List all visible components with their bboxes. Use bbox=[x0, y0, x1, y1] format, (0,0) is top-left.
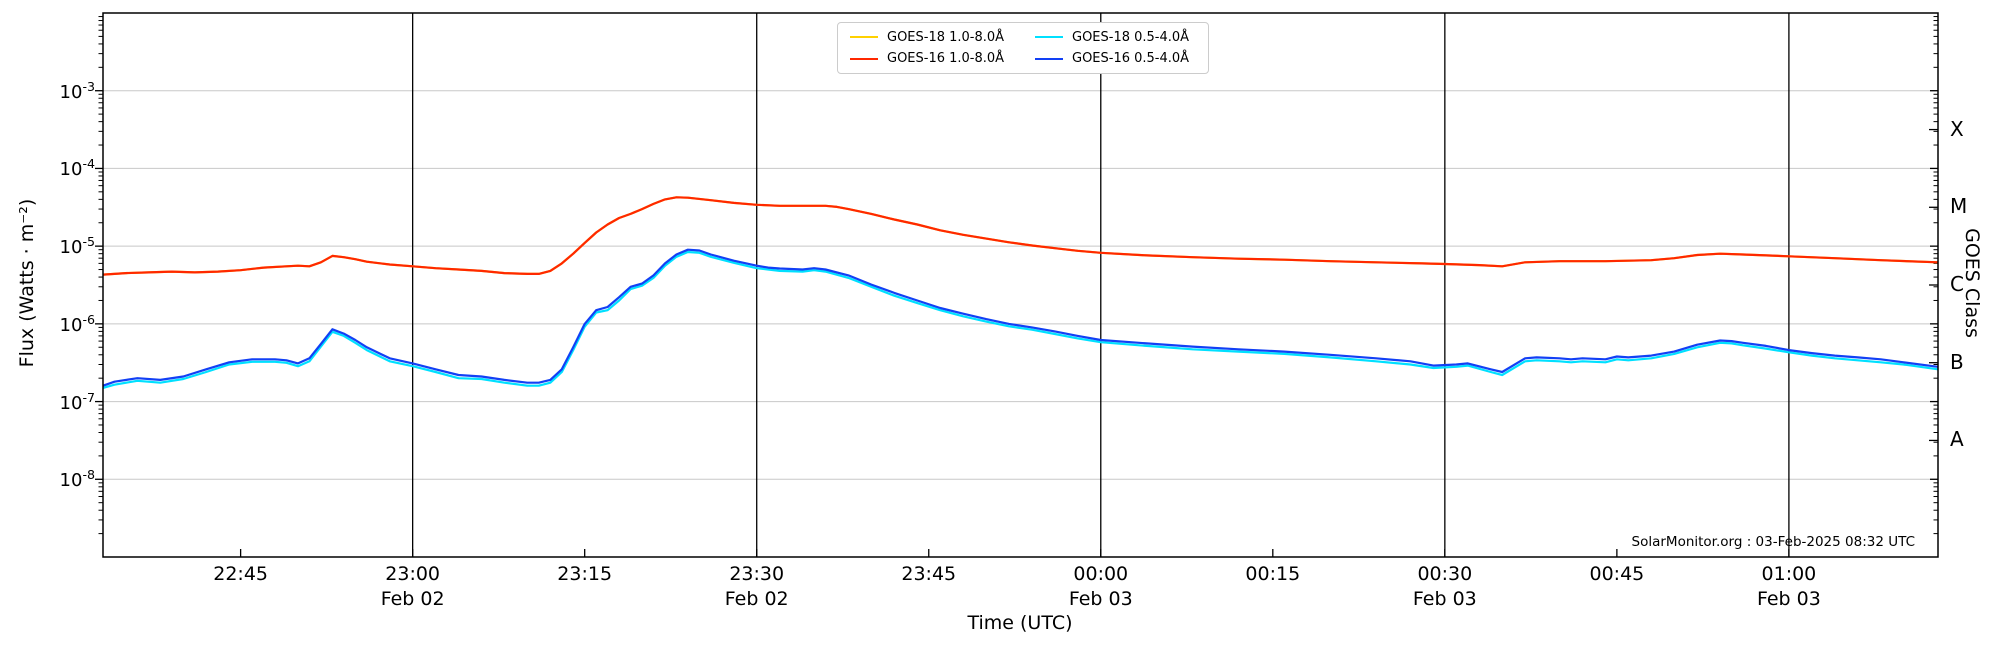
x-tick-label: 23:45 bbox=[901, 563, 957, 585]
legend-entry-goes16-short: GOES-16 0.5-4.0Å bbox=[1023, 51, 1208, 66]
x-tick-date-label: Feb 02 bbox=[380, 588, 445, 610]
y-tick-label: 10-3 bbox=[59, 78, 95, 103]
x-tick-label: 00:30 bbox=[1417, 563, 1473, 585]
y-axis-label-left: Flux (Watts · m⁻²) bbox=[16, 198, 38, 368]
legend-entry-goes18-long: GOES-18 1.0-8.0Å bbox=[838, 30, 1023, 45]
x-tick-date-label: Feb 02 bbox=[724, 588, 789, 610]
legend-label: GOES-16 1.0-8.0Å bbox=[887, 51, 1005, 67]
goes-class-label: A bbox=[1950, 427, 1964, 452]
plot-spines bbox=[102, 12, 1939, 558]
attribution-text: SolarMonitor.org : 03-Feb-2025 08:32 UTC bbox=[1631, 534, 1915, 550]
x-axis-label: Time (UTC) bbox=[967, 612, 1073, 634]
x-tick-label: 00:00 bbox=[1073, 563, 1129, 585]
legend-label: GOES-16 0.5-4.0Å bbox=[1072, 51, 1190, 67]
legend-line-sample bbox=[1035, 36, 1063, 39]
legend-entry-goes18-short: GOES-18 0.5-4.0Å bbox=[1023, 30, 1208, 45]
y-tick-label: 10-6 bbox=[59, 311, 95, 336]
legend-entry-goes16-long: GOES-16 1.0-8.0Å bbox=[838, 51, 1023, 66]
legend-line-sample bbox=[850, 36, 878, 39]
y-tick-label: 10-4 bbox=[59, 156, 95, 181]
legend-label: GOES-18 0.5-4.0Å bbox=[1072, 29, 1190, 45]
x-tick-date-label: Feb 03 bbox=[1068, 588, 1133, 610]
series-line-goes-18-0-5-4-0- bbox=[103, 250, 1938, 389]
legend: GOES-18 1.0-8.0Å GOES-18 0.5-4.0Å GOES-1… bbox=[837, 22, 1209, 74]
y-tick-label: 10-8 bbox=[59, 467, 95, 492]
goes-class-label: X bbox=[1950, 116, 1964, 141]
goes-class-label: B bbox=[1950, 349, 1964, 374]
legend-label: GOES-18 1.0-8.0Å bbox=[887, 29, 1005, 45]
x-tick-label: 00:15 bbox=[1245, 563, 1301, 585]
x-tick-label: 23:00 bbox=[385, 563, 441, 585]
x-tick-label: 00:45 bbox=[1589, 563, 1645, 585]
series-line-goes-16-0-5-4-0- bbox=[103, 248, 1938, 387]
y-tick-label: 10-7 bbox=[59, 389, 95, 414]
legend-line-sample bbox=[850, 57, 878, 60]
goes-class-label: M bbox=[1950, 194, 1968, 219]
legend-line-sample bbox=[1035, 57, 1063, 60]
goes-class-label: C bbox=[1950, 272, 1964, 296]
x-tick-label: 01:00 bbox=[1761, 563, 1817, 585]
x-tick-date-label: Feb 03 bbox=[1756, 588, 1821, 610]
x-tick-label: 23:15 bbox=[557, 563, 613, 585]
series-line-goes-16-1-0-8-0- bbox=[103, 196, 1938, 276]
x-tick-label: 23:30 bbox=[729, 563, 785, 585]
x-tick-label: 22:45 bbox=[213, 563, 268, 585]
x-tick-date-label: Feb 03 bbox=[1412, 588, 1477, 610]
y-tick-label: 10-5 bbox=[59, 234, 95, 259]
